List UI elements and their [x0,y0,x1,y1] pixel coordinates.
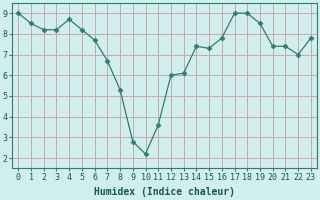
X-axis label: Humidex (Indice chaleur): Humidex (Indice chaleur) [94,187,235,197]
